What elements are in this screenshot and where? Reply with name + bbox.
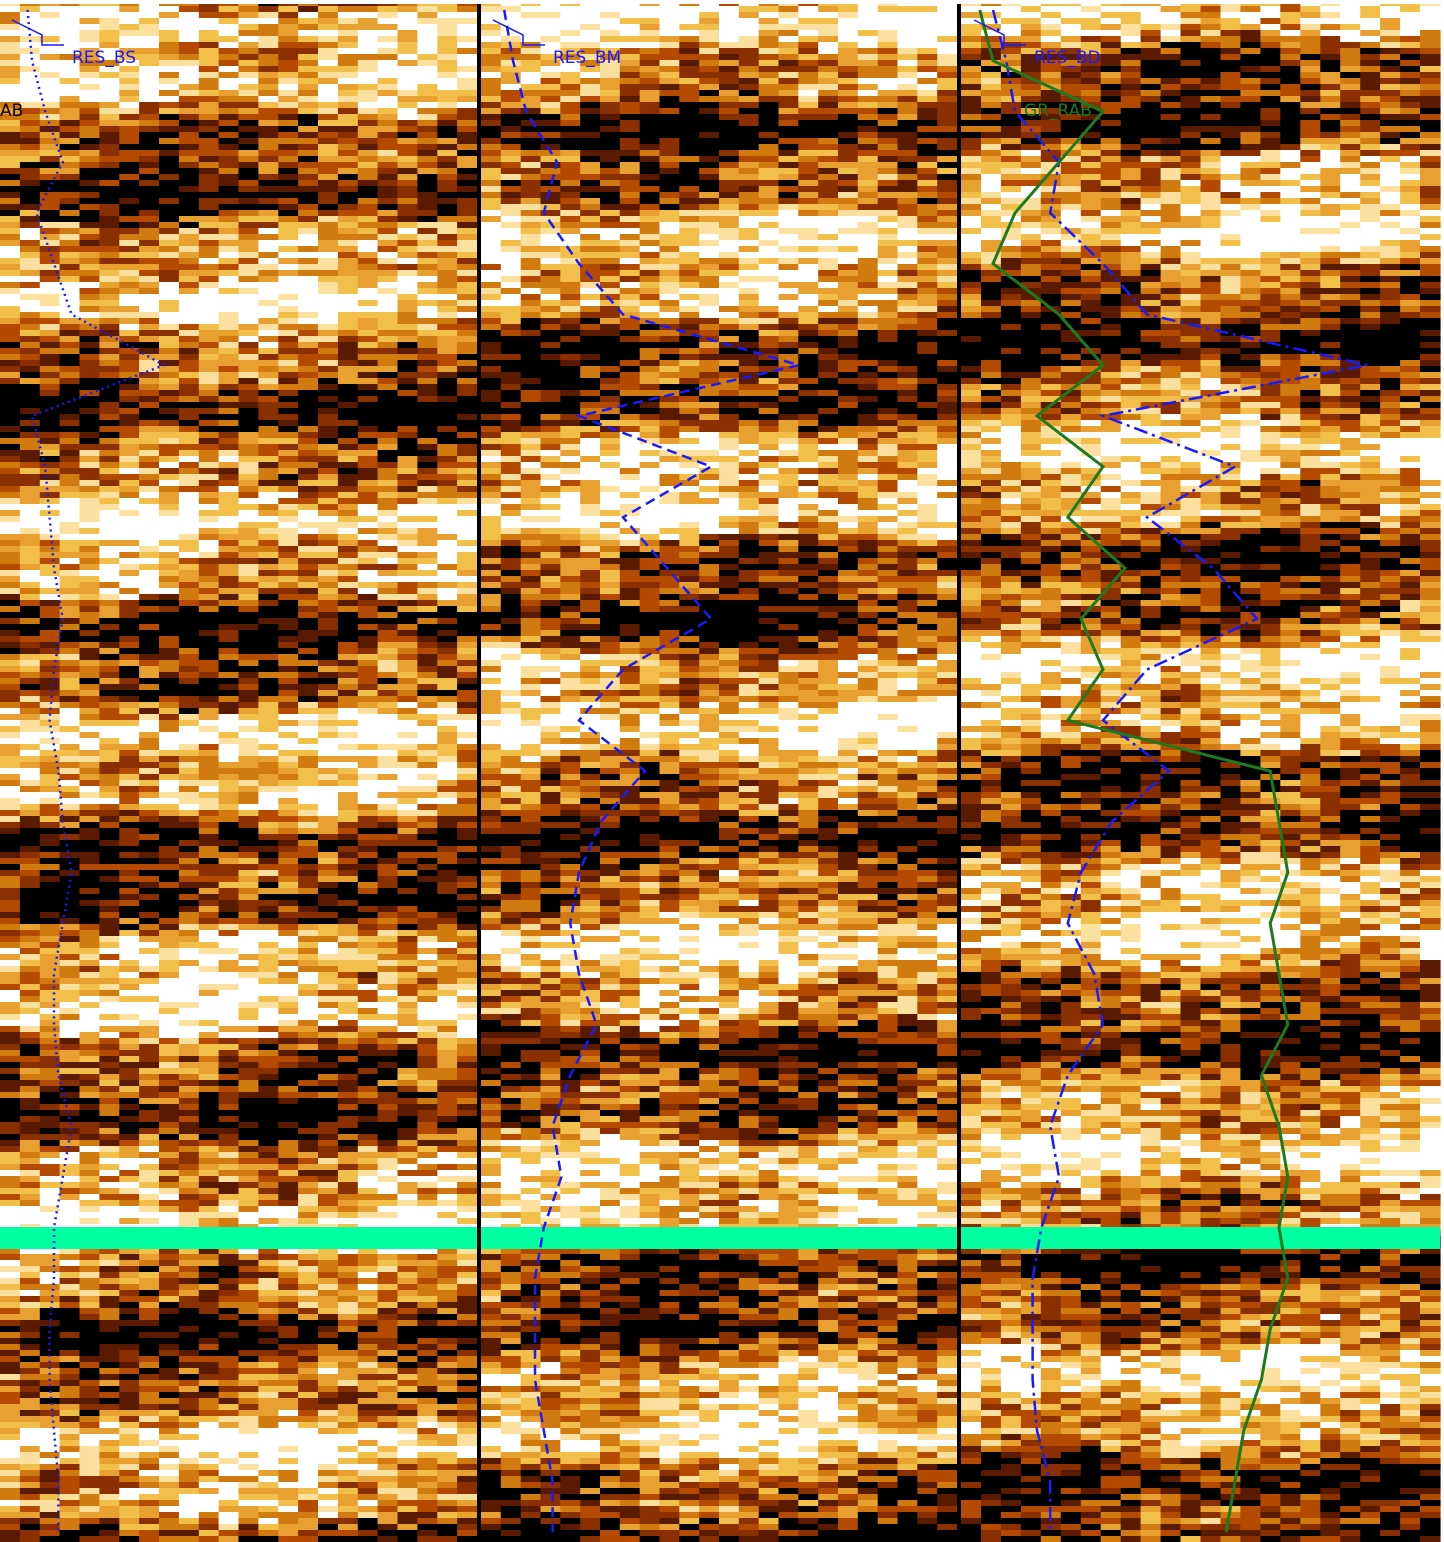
label-pointer-icon: [11, 19, 64, 46]
top-border: [0, 0, 1444, 4]
res-bd-label: RES_BD: [1034, 48, 1101, 68]
track-1-image: [0, 0, 478, 1542]
label-pointer-icon: [973, 19, 1026, 46]
highlight-band: [961, 1227, 1440, 1249]
res-bs-curve: [26, 9, 167, 1532]
res-bm-label: RES_BM: [553, 48, 621, 68]
res-bm-curve: [502, 9, 804, 1532]
gr-rab-label: GR_RAB: [1024, 101, 1092, 121]
track-2-image: [481, 0, 958, 1542]
edge-fragment-label: AB: [0, 101, 23, 121]
track-3-image: [961, 0, 1441, 1542]
track-divider: [477, 0, 481, 1542]
res-bs-label: RES_BS: [72, 48, 136, 68]
res-bd-curve: [991, 9, 1368, 1532]
track-divider: [957, 0, 961, 1542]
gr-rab-curve: [978, 9, 1290, 1533]
highlight-band: [481, 1227, 957, 1249]
label-pointer-icon: [492, 19, 545, 46]
highlight-band: [0, 1227, 477, 1249]
